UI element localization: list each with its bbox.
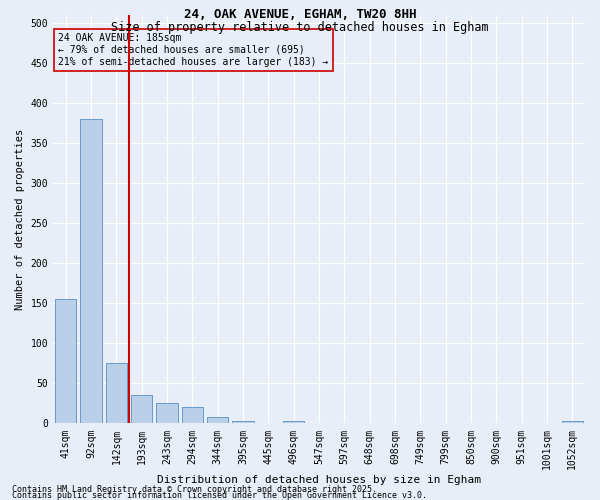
Bar (283, 421, 304, 424)
Bar (308, 422, 330, 424)
Bar (80, 119, 102, 424)
Bar (156, 404, 178, 423)
Bar (55, 300, 76, 424)
Bar (131, 396, 152, 423)
Text: 24, OAK AVENUE, EGHAM, TW20 8HH: 24, OAK AVENUE, EGHAM, TW20 8HH (184, 8, 416, 21)
Text: 24 OAK AVENUE: 185sqm
← 79% of detached houses are smaller (695)
21% of semi-det: 24 OAK AVENUE: 185sqm ← 79% of detached … (58, 34, 329, 66)
Bar (106, 364, 127, 424)
Bar (232, 421, 254, 424)
Y-axis label: Number of detached properties: Number of detached properties (15, 128, 25, 310)
X-axis label: Distribution of detached houses by size in Egham: Distribution of detached houses by size … (157, 475, 481, 485)
Text: Contains HM Land Registry data © Crown copyright and database right 2025.: Contains HM Land Registry data © Crown c… (12, 485, 377, 494)
Bar (257, 422, 279, 424)
Bar (562, 421, 583, 424)
Text: Size of property relative to detached houses in Egham: Size of property relative to detached ho… (111, 21, 489, 34)
Bar (207, 417, 229, 424)
Text: Contains public sector information licensed under the Open Government Licence v3: Contains public sector information licen… (12, 491, 427, 500)
Bar (182, 408, 203, 424)
